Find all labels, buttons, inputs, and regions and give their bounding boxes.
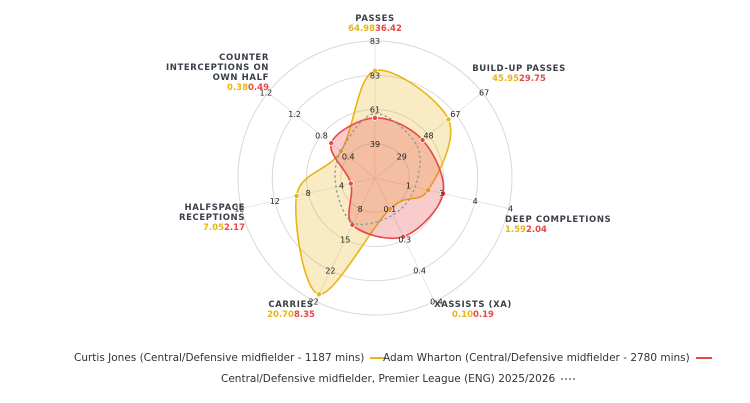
- tick-label-5-3: 22: [325, 267, 335, 276]
- axis-values-5: 20.708.35: [267, 310, 315, 320]
- tick-label-4-1: 0.1: [383, 205, 396, 214]
- tick-label-6-3: 12: [270, 197, 280, 206]
- tick-label-2-3: 67: [450, 110, 460, 119]
- axis-title-7: COUNTER INTERCEPTIONS ON OWN HALF: [166, 53, 269, 83]
- radar-chart: 396183832948676713440.10.30.40.481522224…: [166, 14, 611, 320]
- tick-label-5-outer: 22: [308, 297, 318, 306]
- axis-values-2: 45.9529.75: [492, 74, 546, 84]
- tick-label-3-3: 4: [473, 197, 478, 206]
- series-2-point-2: [419, 137, 426, 144]
- series-1-point-3: [425, 187, 432, 194]
- value-player-b-6: 2.17: [224, 223, 245, 233]
- tick-label-5-1: 8: [358, 205, 363, 214]
- axis-values-3: 1.592.04: [505, 225, 547, 235]
- legend-player-a-swatch: [370, 357, 387, 359]
- tick-label-4-2: 0.3: [398, 236, 411, 245]
- spoke-7: [267, 92, 376, 179]
- series-2-point-3: [440, 190, 447, 197]
- average-line: [334, 112, 421, 226]
- tick-label-1-3: 83: [370, 71, 380, 80]
- axis-title-2: BUILD-UP PASSES: [472, 64, 566, 74]
- tick-label-1-2: 61: [370, 106, 380, 115]
- series-1-point-1: [371, 67, 378, 74]
- tick-label-5-2: 15: [340, 236, 350, 245]
- tick-label-7-2: 0.8: [315, 131, 328, 140]
- legend-player-b: Adam Wharton (Central/Defensive midfield…: [383, 352, 712, 364]
- axis-title-3: DEEP COMPLETIONS: [505, 215, 611, 225]
- value-player-b-3: 2.04: [526, 225, 547, 235]
- axis-values-4: 0.100.19: [452, 310, 494, 320]
- value-player-a-5: 20.70: [267, 310, 294, 320]
- axis-values-6: 7.052.17: [203, 223, 245, 233]
- series-area-1: [295, 69, 452, 295]
- radar-spokes: [241, 41, 509, 302]
- value-player-b-5: 8.35: [294, 310, 315, 320]
- axis-values-7: 0.380.49: [227, 83, 269, 93]
- tick-label-2-2: 48: [423, 131, 433, 140]
- spoke-2: [374, 92, 483, 179]
- tick-label-4-3: 0.4: [413, 267, 426, 276]
- legend-average: Central/Defensive midfielder, Premier Le…: [221, 373, 576, 385]
- legend-player-a-label: Curtis Jones (Central/Defensive midfield…: [74, 352, 365, 364]
- value-player-a-3: 1.59: [505, 225, 526, 235]
- value-player-a-2: 45.95: [492, 74, 519, 84]
- value-player-b-4: 0.19: [473, 310, 494, 320]
- legend-average-swatch: [561, 378, 576, 380]
- tick-label-7-1: 0.4: [342, 153, 355, 162]
- tick-label-6-1: 4: [339, 182, 344, 191]
- series-2-point-1: [371, 114, 378, 121]
- tick-label-7-3: 1.2: [288, 110, 301, 119]
- tick-label-6-outer: 12: [234, 204, 244, 213]
- radar-tick-labels: 396183832948676713440.10.30.40.481522224…: [234, 37, 513, 306]
- radar-areas: [293, 67, 452, 298]
- tick-label-3-outer: 4: [508, 204, 513, 213]
- spoke-4: [374, 177, 435, 302]
- tick-label-2-outer: 67: [479, 89, 489, 98]
- series-1-point-2: [445, 116, 452, 123]
- legend-player-b-swatch: [695, 357, 712, 359]
- tick-label-3-1: 1: [406, 182, 411, 191]
- value-player-b-1: 36.42: [375, 24, 402, 34]
- series-1-point-4: [386, 205, 393, 212]
- tick-label-3-2: 3: [439, 189, 444, 198]
- series-1-point-5: [316, 291, 323, 298]
- axis-title-4: XASSISTS (XA): [434, 300, 512, 310]
- value-player-b-2: 29.75: [519, 74, 546, 84]
- tick-label-1-1: 39: [370, 140, 380, 149]
- value-player-a-7: 0.38: [227, 83, 248, 93]
- value-player-b-7: 0.49: [248, 83, 269, 93]
- series-2-point-4: [400, 233, 407, 240]
- series-2-point-7: [328, 140, 335, 147]
- tick-label-2-1: 29: [397, 153, 407, 162]
- series-2-point-6: [347, 180, 354, 187]
- axis-title-6: HALFSPACE RECEPTIONS: [179, 203, 245, 223]
- spoke-5: [315, 177, 376, 302]
- series-1-point-6: [293, 192, 300, 199]
- tick-label-1-outer: 83: [370, 37, 380, 46]
- value-player-a-6: 7.05: [203, 223, 224, 233]
- legend-player-b-label: Adam Wharton (Central/Defensive midfield…: [383, 352, 690, 364]
- axis-values-1: 64.9836.42: [348, 24, 402, 34]
- tick-label-4-outer: 0.4: [430, 297, 443, 306]
- value-player-a-4: 0.10: [452, 310, 473, 320]
- value-player-a-1: 64.98: [348, 24, 375, 34]
- legend-player-a: Curtis Jones (Central/Defensive midfield…: [74, 352, 387, 364]
- legend-average-label: Central/Defensive midfielder, Premier Le…: [221, 373, 556, 385]
- axis-title-1: PASSES: [355, 14, 394, 24]
- tick-label-6-2: 8: [306, 189, 311, 198]
- tick-label-7-outer: 1.2: [260, 89, 273, 98]
- axis-title-5: CARRIES: [268, 300, 313, 310]
